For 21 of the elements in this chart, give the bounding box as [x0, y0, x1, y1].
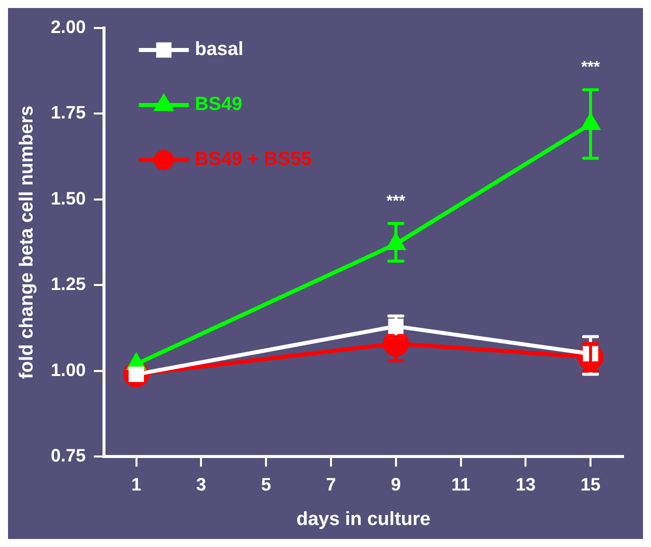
y-tick-label: 2.00: [50, 16, 86, 37]
x-tick-label: 3: [196, 474, 206, 494]
y-tick-label: 1.25: [50, 274, 86, 294]
x-axis-title: days in culture: [296, 508, 430, 530]
legend-label: BS49 + BS55: [194, 149, 312, 170]
x-tick-label: 9: [390, 474, 401, 494]
legend-label: BS49: [194, 94, 242, 116]
x-tick-label: 15: [580, 474, 601, 494]
y-tick-label: 0.75: [50, 446, 86, 466]
annotation: ***: [386, 192, 406, 210]
x-tick-label: 5: [261, 474, 272, 494]
x-tick-label: 1: [131, 474, 142, 494]
legend-label: basal: [194, 39, 244, 60]
y-tick-label: 1.00: [50, 360, 86, 380]
y-tick-label: 1.50: [50, 188, 86, 208]
x-tick-label: 11: [451, 474, 470, 494]
x-tick-label: 7: [326, 474, 336, 494]
y-tick-label: 1.75: [50, 102, 86, 123]
y-axis-title: fold change beta cell numbers: [16, 106, 38, 380]
x-tick-label: 13: [516, 474, 536, 494]
annotation: ***: [581, 59, 601, 76]
